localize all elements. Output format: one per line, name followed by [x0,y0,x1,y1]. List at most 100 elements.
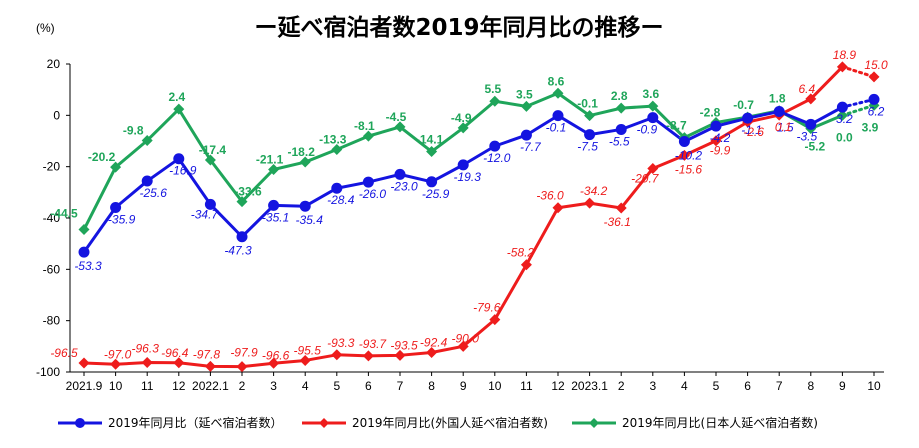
x-tick-label: 4 [681,379,688,393]
x-tick-label: 6 [744,379,751,393]
series-0-data-label: -35.1 [262,210,289,224]
series-1-point [805,93,817,105]
series-1-point [394,349,406,361]
series-1-data-label: -97.0 [104,347,132,361]
series-2-data-label: -20.2 [88,150,116,164]
series-2-data-label: -9.8 [123,123,144,137]
series-0-point [268,199,280,211]
series-1-point [868,71,880,83]
series-1-point [426,346,438,358]
series-2-data-label: 3.5 [516,87,533,101]
series-2-point [110,161,122,173]
series-2-point [362,130,374,142]
x-tick-label: 8 [807,379,814,393]
series-0-data-label: -47.3 [224,244,252,258]
series-0-data-label: -35.9 [108,212,136,226]
series-2-point [394,121,406,133]
series-0-data-label: -23.0 [390,179,418,193]
series-0-data-label: -53.3 [74,259,102,273]
series-0-point [805,118,817,130]
y-tick-label: 20 [47,57,61,71]
series-2-point [331,143,343,155]
y-tick-label: -100 [36,365,60,379]
series-2-data-label: -4.9 [451,111,472,125]
series-2-point [268,163,280,175]
series-1-point [457,340,469,352]
series-0-point [457,159,469,171]
series-2-data-label: 3.9 [862,120,879,134]
series-1-data-label: -97.8 [193,347,221,361]
series-1-point [520,259,532,271]
series-2-data-label: -21.1 [256,152,284,166]
series-0-point [110,201,122,213]
series-1-point [204,360,216,372]
series-0-data-label: -1.1 [741,123,762,137]
x-tick-label: 11 [141,379,154,393]
series-1-point [331,349,343,361]
series-1-point [173,357,185,369]
series-1-data-label: 6.4 [798,82,815,96]
series-1-point [836,61,848,73]
x-tick-label: 12 [172,379,186,393]
series-0-data-label: -16.9 [169,164,197,178]
series-2-point [457,122,469,134]
series-0-data-label: -25.9 [422,187,450,201]
x-tick-label: 2 [239,379,246,393]
series-2-point [204,154,216,166]
series-2-point [489,95,501,107]
series-2-point [647,100,659,112]
series-1-data-label: -9.9 [710,144,731,158]
series-2-point [299,156,311,168]
x-tick-label: 7 [776,379,783,393]
series-0-point [520,129,532,141]
series-2-data-label: -2.8 [700,106,721,120]
x-tick-label: 4 [302,379,309,393]
series-0-data-label: -12.0 [483,151,511,165]
series-0-data-label: -7.5 [577,140,598,154]
x-tick-label: 12 [551,379,565,393]
series-2-data-label: 8.6 [548,74,565,88]
y-tick-label: -80 [43,314,61,328]
series-2-data-label: -17.4 [199,143,227,157]
series-1-data-label: 18.9 [833,48,857,62]
series-2-point [78,224,90,236]
series-2-data-label: -4.5 [386,110,407,124]
series-2-data-label: 2.4 [168,90,185,104]
x-tick-label: 2022.1 [192,379,229,393]
series-2-data-label: 3.6 [642,87,659,101]
series-1-point [552,202,564,214]
series-0-point [236,231,248,243]
series-1-data-label: -97.9 [230,346,258,360]
x-tick-label: 11 [520,379,533,393]
x-tick-label: 5 [333,379,340,393]
series-2-data-label: 0.0 [836,130,853,144]
series-2-data-label: -5.2 [804,140,825,154]
series-0-point [678,136,690,148]
series-0-point [299,200,311,212]
series-1-data-label: -58.2 [507,246,535,260]
series-1-point [110,358,122,370]
series-0-point [173,153,185,165]
series-2-data-label: -0.7 [733,98,754,112]
series-2-data-label: -33.6 [234,185,262,199]
series-0-point [141,175,153,187]
series-2-point [173,103,185,115]
series-1-point [78,357,90,369]
series-0-data-label: 6.2 [868,104,885,118]
series-1-data-label: 0.1 [775,120,792,134]
series-1-point [299,354,311,366]
series-1-data-label: -90.0 [452,331,480,345]
series-1-data-label: -20.7 [631,171,660,185]
y-ticks: 20 0 -20 -40 -60 -80 -100 [36,57,70,379]
x-tick-label: 10 [488,379,502,393]
legend: 2019年同月比（延べ宿泊者数） 2019年同月比(外国人延べ宿泊者数) 2019年… [58,415,818,430]
chart-title: ー延べ宿泊者数2019年同月比の推移ー [254,14,663,41]
y-tick-label: -20 [43,160,61,174]
series-1-data-label: -93.7 [359,337,388,351]
series-0-point [615,123,627,135]
series-2-data-label: -8.1 [354,119,375,133]
series-0-data-label: -26.0 [359,187,387,201]
series-0-point [868,93,880,105]
series-2-point [584,110,596,122]
series-0-point [394,168,406,180]
